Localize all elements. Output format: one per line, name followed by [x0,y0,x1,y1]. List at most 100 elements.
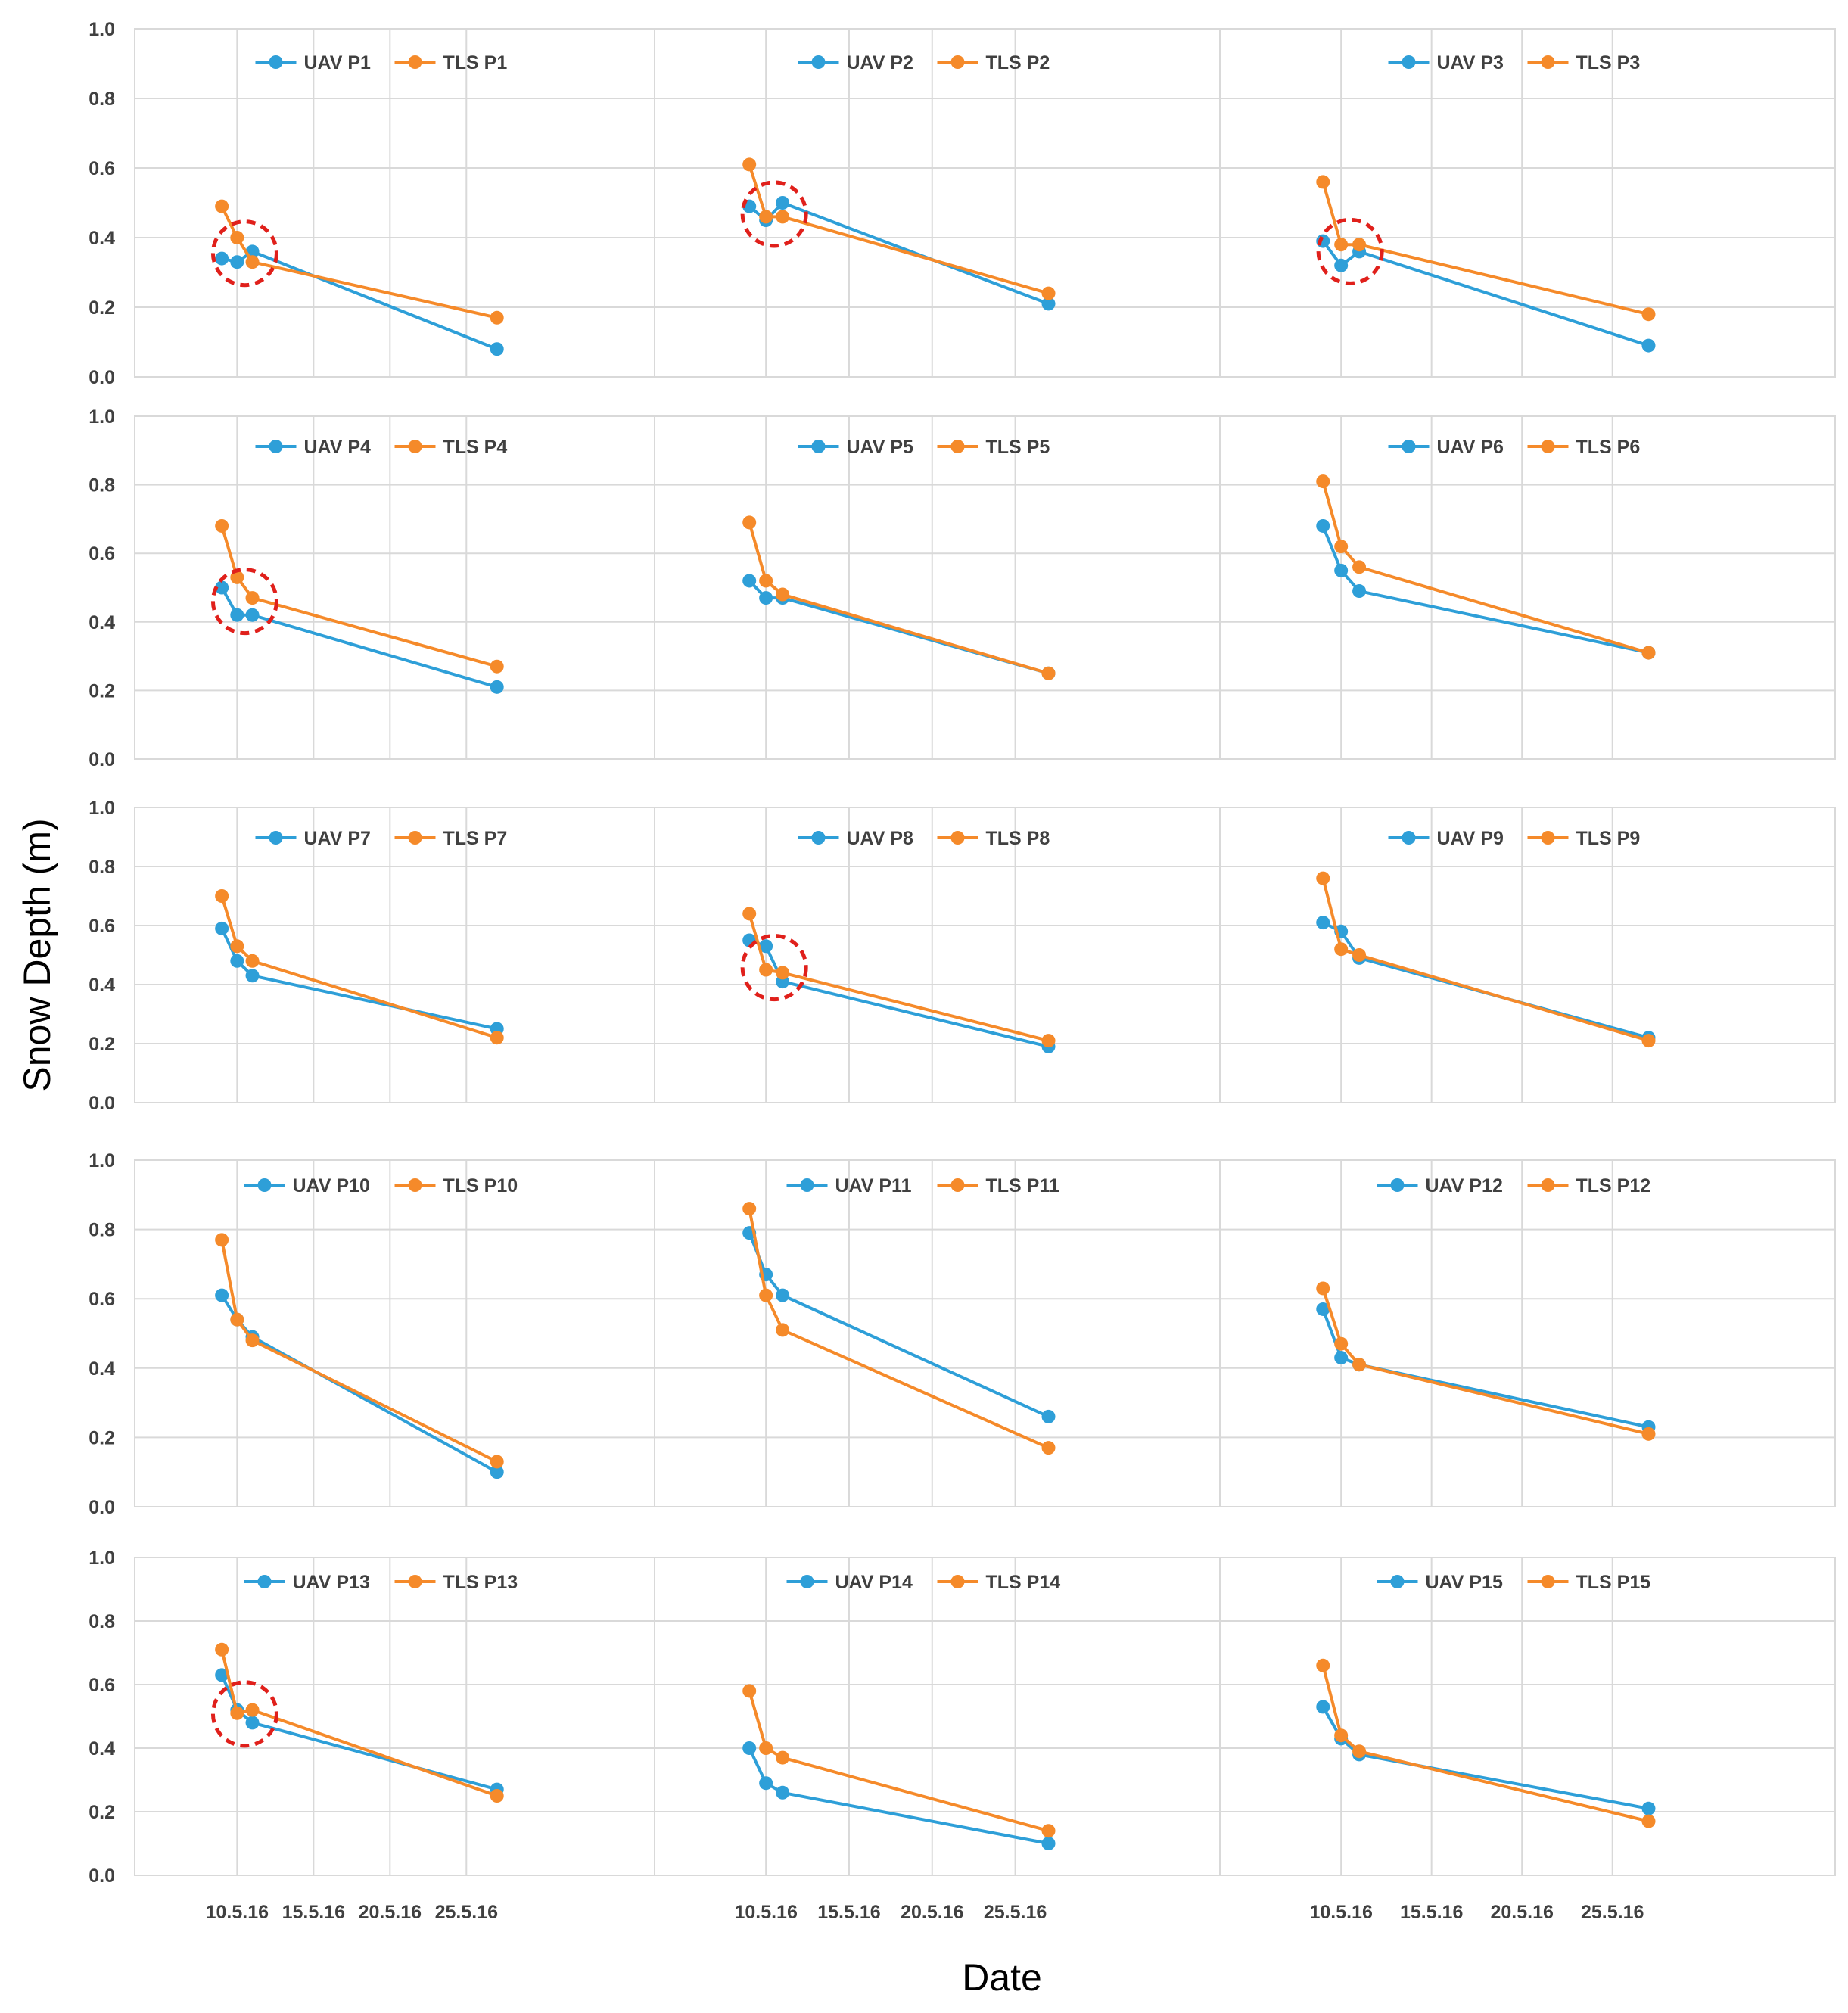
legend-swatch-marker [269,831,283,845]
tls-data-point [1352,1358,1367,1372]
panel-frame [1219,28,1836,378]
y-tick-label: 1.0 [89,1548,115,1569]
legend-label: TLS P9 [1576,828,1641,849]
tls-data-point [245,591,260,605]
tls-data-point [215,889,229,903]
uav-data-point [776,196,790,210]
legend-label: UAV P6 [1437,437,1504,458]
legend-label: TLS P5 [986,437,1050,458]
x-tick-label: 15.5.16 [1400,1902,1463,1923]
tls-series-line [748,1690,1050,1833]
uav-data-point [245,1716,260,1730]
uav-series-line [1321,240,1650,347]
y-tick-label: 0.6 [89,1675,115,1696]
tls-data-point [215,1233,229,1247]
tls-data-point [742,515,757,530]
x-tick-label: 10.5.16 [734,1902,797,1923]
uav-data-point [759,1776,773,1791]
uav-data-point [1316,1700,1330,1714]
uav-data-point [490,1465,504,1479]
x-tick-label: 10.5.16 [206,1902,269,1923]
uav-series-line [221,250,498,351]
legend-label: TLS P1 [443,52,508,73]
legend-swatch-marker [1402,440,1416,453]
uav-series-line [220,928,498,1031]
tls-data-point [245,1333,260,1348]
y-tick-label: 0.2 [89,297,115,319]
tls-data-point [759,1741,773,1755]
legend-swatch-marker [950,1575,965,1588]
legend-label: TLS P10 [443,1175,518,1196]
tls-data-point [776,587,790,602]
uav-data-point [1041,297,1056,311]
tls-series-line [1321,181,1649,316]
tls-series-line [220,205,498,319]
legend-swatch-marker [800,1575,814,1588]
legend-swatch-marker [1402,831,1416,845]
y-tick-label: 0.2 [89,1427,115,1448]
tls-series-line [220,1649,498,1797]
panel-frame [1219,807,1836,1103]
uav-data-point [215,1668,229,1682]
y-tick-label: 0.8 [89,89,115,110]
tls-data-point [490,1455,504,1469]
x-tick-label: 25.5.16 [1581,1902,1644,1923]
tls-data-point [230,231,244,244]
uav-data-point [776,1785,790,1800]
legend-swatch-marker [811,831,826,845]
uav-data-point [1334,258,1349,272]
legend-label: TLS P8 [986,828,1050,849]
legend-label: TLS P4 [443,437,508,458]
tls-data-point [245,954,260,968]
tls-data-point [215,1642,229,1657]
panel-frame [1219,1159,1836,1507]
x-axis-title: Date [962,1956,1042,1999]
legend-label: TLS P13 [443,1572,518,1593]
y-tick-label: 0.4 [89,612,115,633]
tls-data-point [230,1706,244,1720]
legend-swatch-marker [1390,1575,1405,1588]
tls-data-point [1316,871,1330,885]
highlight-circle [210,1680,278,1748]
uav-data-point [1334,563,1349,577]
uav-data-point [1041,1837,1056,1850]
y-tick-label: 0.0 [89,1497,115,1518]
y-tick-label: 0.4 [89,1358,115,1380]
y-tick-label: 0.8 [89,475,115,496]
tls-data-point [1041,286,1056,300]
tls-data-point [759,963,773,977]
tls-series-line [220,525,498,668]
tls-data-point [215,199,229,213]
uav-data-point [230,954,244,968]
tls-series-line [220,895,498,1040]
tls-data-point [230,570,244,584]
legend-label: UAV P2 [847,52,913,73]
tls-data-point [245,1703,260,1717]
y-tick-label: 0.4 [89,1738,115,1759]
tls-data-point [1041,1034,1056,1048]
tls-data-point [1641,1034,1656,1048]
tls-data-point [1641,646,1656,660]
legend-swatch-marker [950,440,965,453]
x-tick-label: 15.5.16 [282,1902,345,1923]
legend-label: UAV P7 [304,828,371,849]
panel-frames [134,28,1836,1876]
legend-label: TLS P6 [1576,437,1641,458]
highlight-circle [210,219,278,288]
tls-data-point [742,1202,757,1216]
uav-series-line [220,586,498,689]
legend-label: UAV P12 [1426,1175,1503,1196]
legend-swatch-marker [408,55,422,69]
tls-data-point [1334,238,1349,252]
legend-swatch-marker [1390,1178,1405,1192]
legend-label: TLS P2 [986,52,1050,73]
uav-data-point [215,1288,229,1302]
tls-data-point [1334,540,1349,554]
tls-series-line [1321,481,1650,655]
legend-swatch-marker [257,1575,272,1588]
legend-label: UAV P5 [847,437,914,458]
legend-label: UAV P15 [1426,1572,1503,1593]
tls-data-point [1352,238,1367,252]
highlight-circle [1316,217,1384,285]
highlight-circle [210,568,278,636]
